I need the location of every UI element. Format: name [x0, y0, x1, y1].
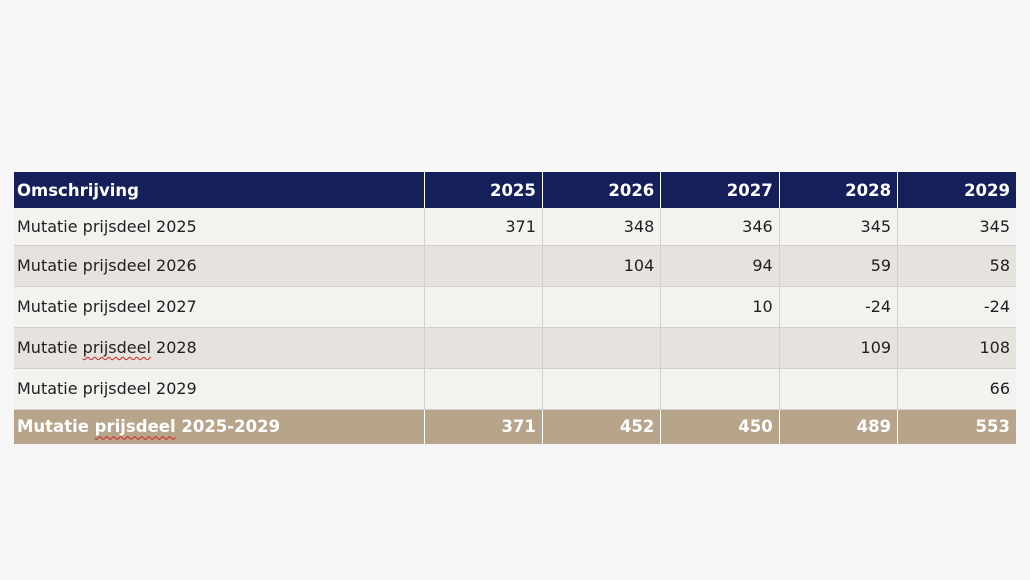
cell-2026: [542, 327, 662, 369]
cell-2028: 109: [779, 327, 899, 369]
total-2029: 553: [897, 409, 1016, 444]
cell-2025: [424, 245, 543, 287]
table-row: Mutatie prijsdeel 2025 371 348 346 345 3…: [14, 208, 1016, 246]
cell-2027: 94: [660, 245, 780, 287]
header-omschrijving: Omschrijving: [14, 172, 425, 208]
header-row: Omschrijving 2025 2026 2027 2028 2029: [14, 172, 1016, 208]
cell-2029: -24: [897, 286, 1016, 328]
table-row: Mutatie prijsdeel 2029 66: [14, 368, 1016, 410]
mutatie-prijsdeel-table: Omschrijving 2025 2026 2027 2028 2029 Mu…: [14, 172, 1016, 444]
table-row: Mutatie prijsdeel 2027 10 -24 -24: [14, 286, 1016, 328]
total-2027: 450: [660, 409, 780, 444]
total-2025: 371: [424, 409, 543, 444]
cell-2027: [660, 368, 780, 410]
header-2026: 2026: [542, 172, 662, 208]
cell-2029: 58: [897, 245, 1016, 287]
cell-2028: 59: [779, 245, 899, 287]
table-row: Mutatie prijsdeel 2028 109 108: [14, 327, 1016, 369]
cell-2025: [424, 368, 543, 410]
cell-2025: 371: [424, 208, 543, 246]
spellcheck-word: prijsdeel: [82, 338, 151, 357]
cell-2026: 104: [542, 245, 662, 287]
cell-2027: 346: [660, 208, 780, 246]
row-label: Mutatie prijsdeel 2028: [14, 327, 425, 369]
total-row: Mutatie prijsdeel 2025-2029 371 452 450 …: [14, 409, 1016, 444]
cell-2026: [542, 368, 662, 410]
cell-2028: 345: [779, 208, 899, 246]
row-label: Mutatie prijsdeel 2029: [14, 368, 425, 410]
row-label: Mutatie prijsdeel 2025: [14, 208, 425, 246]
total-label: Mutatie prijsdeel 2025-2029: [14, 409, 425, 444]
cell-2028: -24: [779, 286, 899, 328]
cell-2025: [424, 327, 543, 369]
cell-2028: [779, 368, 899, 410]
row-label: Mutatie prijsdeel 2027: [14, 286, 425, 328]
cell-2029: 345: [897, 208, 1016, 246]
header-2027: 2027: [660, 172, 780, 208]
cell-2026: 348: [542, 208, 662, 246]
cell-2027: 10: [660, 286, 780, 328]
header-2028: 2028: [779, 172, 899, 208]
cell-2025: [424, 286, 543, 328]
cell-2029: 66: [897, 368, 1016, 410]
cell-2026: [542, 286, 662, 328]
total-2026: 452: [542, 409, 662, 444]
header-2029: 2029: [897, 172, 1016, 208]
total-2028: 489: [779, 409, 899, 444]
cell-2029: 108: [897, 327, 1016, 369]
table-row: Mutatie prijsdeel 2026 104 94 59 58: [14, 245, 1016, 287]
row-label: Mutatie prijsdeel 2026: [14, 245, 425, 287]
spellcheck-word: prijsdeel: [94, 417, 176, 437]
cell-2027: [660, 327, 780, 369]
header-2025: 2025: [424, 172, 543, 208]
